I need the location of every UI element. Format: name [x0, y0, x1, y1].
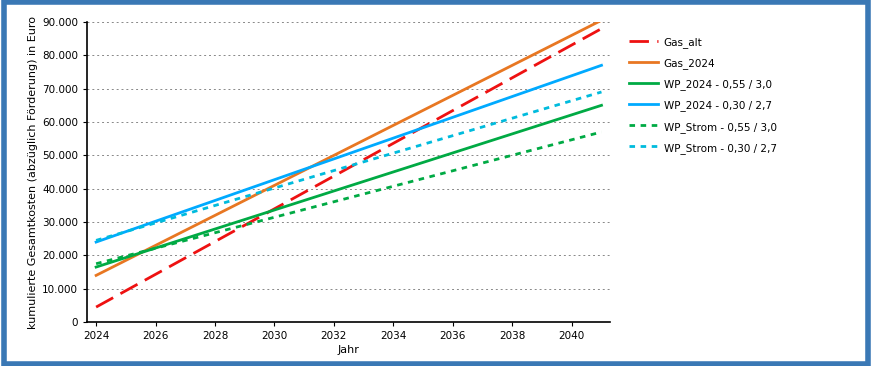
- Y-axis label: kumulierte Gesamtkosten (abzüglich Förderung) in Euro: kumulierte Gesamtkosten (abzüglich Förde…: [28, 15, 38, 329]
- X-axis label: Jahr: Jahr: [337, 345, 360, 355]
- Legend: Gas_alt, Gas_2024, WP_2024 - 0,55 / 3,0, WP_2024 - 0,30 / 2,7, WP_Strom - 0,55 /: Gas_alt, Gas_2024, WP_2024 - 0,55 / 3,0,…: [626, 33, 780, 157]
